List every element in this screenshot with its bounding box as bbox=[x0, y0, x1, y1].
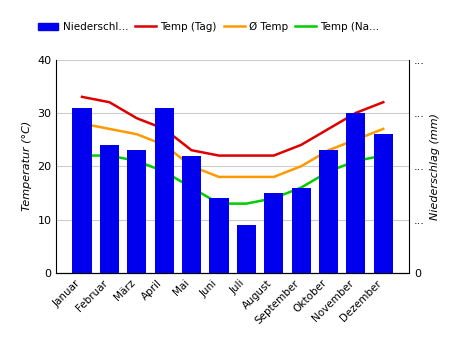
Temp (Tag) bbox=[298, 143, 304, 147]
Y-axis label: Temperatur (°C): Temperatur (°C) bbox=[22, 121, 32, 211]
Ø Temp bbox=[161, 143, 167, 147]
Bar bbox=[127, 150, 146, 273]
Temp (Tag) bbox=[189, 148, 195, 152]
Temp (Tag) bbox=[216, 153, 222, 158]
Bar bbox=[100, 145, 119, 273]
Line: Temp (Na...: Temp (Na... bbox=[82, 155, 384, 204]
Temp (Tag) bbox=[107, 100, 112, 104]
Temp (Tag) bbox=[271, 153, 276, 158]
Temp (Na... bbox=[189, 186, 195, 190]
Temp (Na... bbox=[107, 153, 112, 158]
Bar bbox=[291, 188, 311, 273]
Temp (Na... bbox=[243, 202, 249, 206]
Bar bbox=[374, 134, 393, 273]
Temp (Na... bbox=[161, 169, 167, 174]
Temp (Na... bbox=[79, 153, 85, 158]
Ø Temp bbox=[381, 127, 386, 131]
Ø Temp bbox=[271, 175, 276, 179]
Ø Temp bbox=[79, 121, 85, 126]
Temp (Na... bbox=[381, 153, 386, 158]
Ø Temp bbox=[189, 164, 195, 168]
Ø Temp bbox=[243, 175, 249, 179]
Temp (Na... bbox=[134, 159, 140, 163]
Ø Temp bbox=[216, 175, 222, 179]
Line: Temp (Tag): Temp (Tag) bbox=[82, 97, 384, 155]
Temp (Na... bbox=[216, 202, 222, 206]
Line: Ø Temp: Ø Temp bbox=[82, 124, 384, 177]
Temp (Tag) bbox=[161, 127, 167, 131]
Temp (Na... bbox=[353, 159, 359, 163]
Temp (Na... bbox=[326, 169, 331, 174]
Temp (Na... bbox=[298, 186, 304, 190]
Temp (Tag) bbox=[326, 127, 331, 131]
Temp (Tag) bbox=[79, 95, 85, 99]
Bar bbox=[346, 113, 366, 273]
Bar bbox=[319, 150, 338, 273]
Ø Temp bbox=[298, 164, 304, 168]
Temp (Tag) bbox=[243, 153, 249, 158]
Y-axis label: Niederschlag (mm): Niederschlag (mm) bbox=[430, 113, 440, 220]
Ø Temp bbox=[107, 127, 112, 131]
Temp (Tag) bbox=[381, 100, 386, 104]
Bar bbox=[264, 193, 283, 273]
Legend: Niederschl..., Temp (Tag), Ø Temp, Temp (Na...: Niederschl..., Temp (Tag), Ø Temp, Temp … bbox=[33, 18, 384, 36]
Bar bbox=[182, 155, 201, 273]
Ø Temp bbox=[353, 138, 359, 142]
Temp (Tag) bbox=[353, 111, 359, 115]
Temp (Tag) bbox=[134, 116, 140, 120]
Ø Temp bbox=[326, 148, 331, 152]
Bar bbox=[237, 225, 256, 273]
Bar bbox=[72, 107, 92, 273]
Bar bbox=[209, 198, 228, 273]
Bar bbox=[155, 107, 174, 273]
Ø Temp bbox=[134, 132, 140, 137]
Temp (Na... bbox=[271, 196, 276, 200]
